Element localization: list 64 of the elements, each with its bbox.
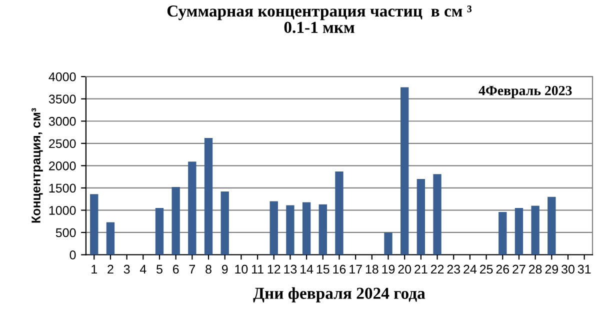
chart-title: Суммарная концентрация частиц в см ³ 0.1-1 мкм <box>167 5 472 34</box>
bar <box>514 208 524 255</box>
x-tick-label: 4 <box>140 264 146 274</box>
annotation: 4Февраль 2023 <box>478 86 572 98</box>
x-tick-label: 26 <box>496 264 510 274</box>
bar <box>498 212 507 255</box>
bar <box>155 208 164 255</box>
x-tick-label: 29 <box>545 264 558 274</box>
bar <box>400 87 409 255</box>
x-tick-label: 16 <box>333 264 346 274</box>
bar <box>204 138 213 255</box>
bar <box>172 187 180 255</box>
bar <box>384 232 392 255</box>
x-tick-label: 3 <box>124 264 130 274</box>
bar <box>548 196 556 255</box>
x-tick-label: 18 <box>366 264 378 274</box>
x-tick-label: 6 <box>172 264 179 274</box>
x-tick-label: 31 <box>578 264 591 274</box>
x-tick-label: 1 <box>92 264 97 274</box>
x-tick-label: 14 <box>300 264 314 274</box>
bar <box>270 201 278 255</box>
x-tick-label: 15 <box>316 264 330 274</box>
bar <box>106 222 115 255</box>
x-tick-label: 8 <box>206 264 212 274</box>
y-tick-label: 3500 <box>48 94 76 104</box>
bar <box>416 179 426 255</box>
bar <box>531 206 540 255</box>
x-tick-label: 9 <box>222 264 228 274</box>
y-axis-title: Концентрация, см³ <box>32 108 43 223</box>
x-tick-label: 10 <box>235 264 248 274</box>
bar <box>220 192 229 255</box>
x-tick-label: 24 <box>464 264 477 274</box>
y-tick-label: 3000 <box>48 116 76 126</box>
y-tick-label: 1000 <box>49 206 76 215</box>
bar <box>318 204 327 255</box>
x-tick-label: 5 <box>156 264 162 274</box>
bar <box>188 162 196 255</box>
x-tick-label: 17 <box>350 264 362 274</box>
bar <box>335 171 344 255</box>
x-tick-label: 19 <box>382 264 395 274</box>
bar <box>90 194 98 255</box>
bar <box>302 202 311 255</box>
y-tick-label: 2000 <box>49 161 76 170</box>
x-tick-label: 12 <box>268 264 280 274</box>
bar <box>286 205 294 255</box>
x-tick-label: 22 <box>430 264 444 274</box>
y-tick-label: 4000 <box>48 72 76 82</box>
x-tick-label: 23 <box>447 264 460 274</box>
bar <box>433 174 442 255</box>
x-tick-label: 30 <box>562 264 574 274</box>
x-tick-label: 28 <box>528 264 542 274</box>
x-tick-label: 11 <box>252 264 264 274</box>
x-tick-label: 2 <box>108 264 114 274</box>
y-tick-label: 1500 <box>49 184 76 193</box>
y-tick-label: 2500 <box>49 139 76 148</box>
x-tick-label: 20 <box>398 264 412 274</box>
y-tick-label: 0 <box>70 250 76 260</box>
x-tick-label: 21 <box>414 264 428 274</box>
y-tick-label: 500 <box>56 228 76 238</box>
x-tick-label: 13 <box>284 264 297 274</box>
x-axis-title: Дни февраля 2024 года <box>253 287 426 302</box>
x-tick-label: 25 <box>480 264 493 274</box>
x-tick-label: 7 <box>189 264 196 274</box>
x-tick-label: 27 <box>512 264 526 274</box>
